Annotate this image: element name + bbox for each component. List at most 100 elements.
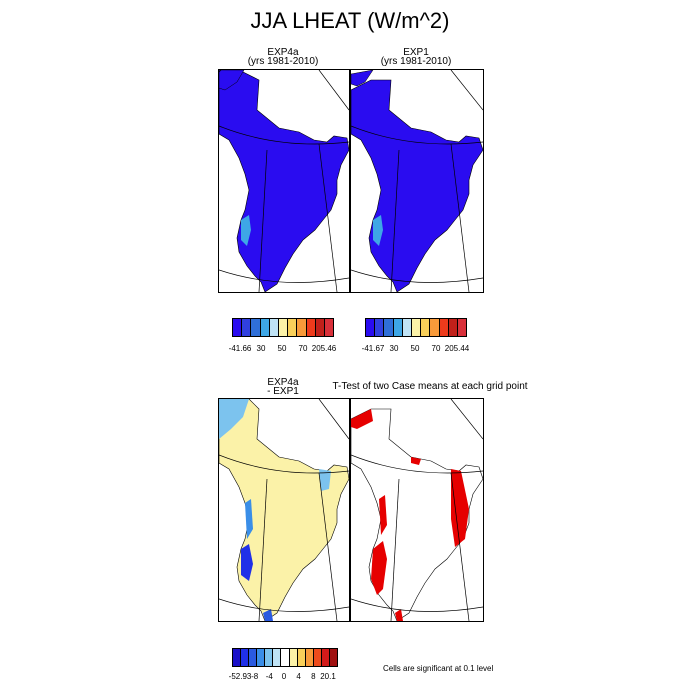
colorbar-swatch (375, 319, 385, 336)
significance-note: Cells are significant at 0.1 level (383, 664, 494, 673)
colorbar-swatch (366, 319, 376, 336)
colorbar-tick-label: 50 (410, 344, 420, 353)
colorbar-tick-label: -4 (265, 672, 273, 681)
gridline (450, 399, 483, 440)
gridline (351, 598, 483, 612)
colorbar-swatch (257, 649, 266, 666)
panel-diff-map (218, 398, 350, 622)
exp4a-map-svg (219, 70, 349, 292)
gridline (390, 149, 400, 292)
gridline (390, 478, 400, 621)
panel2-subtitle: (yrs 1981-2010) (380, 56, 452, 67)
colorbar-tick-label: 205.46 (311, 344, 337, 353)
gridline (219, 598, 349, 612)
greenland-land (219, 399, 349, 621)
significant-cells (371, 541, 387, 595)
gridline (219, 125, 349, 145)
panel1-subtitle: (yrs 1981-2010) (247, 56, 319, 67)
colorbar-swatch (439, 319, 449, 336)
colorbar-tick-label: 70 (298, 344, 308, 353)
colorbar-swatch (273, 649, 282, 666)
panel-exp4a-map (218, 69, 350, 293)
colorbar-exp1 (365, 318, 467, 337)
gridline (219, 269, 349, 283)
gridline (450, 70, 483, 111)
colorbar-tick-label: 50 (277, 344, 287, 353)
colorbar-swatch (242, 319, 252, 336)
colorbar-swatch (260, 319, 270, 336)
panel2-title: EXP1 (403, 47, 429, 58)
greenland-land (219, 70, 349, 292)
diff-map-svg (219, 399, 349, 621)
significant-cells (379, 495, 387, 535)
colorbar-tick-label: -41.67 (361, 344, 385, 353)
panel4-title: T-Test of two Case means at each grid po… (332, 381, 528, 392)
panel-ttest-map (350, 398, 484, 622)
colorbar-swatch (329, 649, 338, 666)
gridline (450, 143, 470, 292)
panel-exp1-map (350, 69, 484, 293)
figure-title: JJA LHEAT (W/m^2) (250, 8, 450, 33)
ne-island (351, 70, 374, 87)
colorbar-swatch (306, 319, 316, 336)
colorbar-swatch (278, 319, 289, 336)
gridline (351, 125, 483, 145)
colorbar-tick-label: 70 (431, 344, 441, 353)
ttest-map-svg (351, 399, 483, 621)
colorbar-swatch (402, 319, 412, 336)
colorbar-exp4a (232, 318, 334, 337)
colorbar-swatch (297, 319, 307, 336)
ne-island (219, 70, 245, 91)
gridline (318, 472, 338, 621)
gridline (219, 70, 222, 73)
panel3-subtitle: - EXP1 (267, 386, 299, 397)
colorbar-tick-label: 20.1 (320, 672, 336, 681)
colorbar-tick-label: 30 (389, 344, 399, 353)
greenland-coast-light (241, 215, 251, 246)
colorbar-swatch (269, 319, 279, 336)
colorbar-tick-label: 30 (256, 344, 266, 353)
colorbar-swatch (288, 319, 298, 336)
greenland-coast-light (373, 215, 383, 246)
colorbar-tick-label: 205.44 (444, 344, 470, 353)
colorbar-swatch (241, 649, 250, 666)
gridline (351, 269, 483, 283)
colorbar-swatch (430, 319, 440, 336)
significant-cells (451, 469, 469, 547)
diff-blue-patch (219, 399, 249, 439)
colorbar-swatch (289, 649, 298, 666)
colorbar-tick-label: -8 (251, 672, 259, 681)
gridline (258, 149, 268, 292)
colorbar-swatch (305, 649, 314, 666)
exp1-map-svg (351, 70, 483, 292)
colorbar-swatch (313, 649, 322, 666)
colorbar-swatch (233, 319, 243, 336)
diff-blue-patch (245, 499, 253, 539)
colorbar-swatch (315, 319, 325, 336)
colorbar-tick-label: -52.93 (228, 672, 252, 681)
colorbar-swatch (457, 319, 467, 336)
colorbar-tick-label: 4 (296, 672, 301, 681)
colorbar-tick-label: 0 (281, 672, 287, 681)
gridline (318, 70, 349, 111)
colorbar-swatch (281, 649, 290, 666)
diff-blue-patch (319, 469, 331, 491)
panel3-title: EXP4a (267, 377, 299, 388)
gridline (318, 399, 349, 440)
colorbar-swatch (249, 649, 258, 666)
colorbar-swatch (324, 319, 334, 336)
colorbar-swatch (393, 319, 403, 336)
colorbar-tick-label: 8 (311, 672, 316, 681)
colorbar-diff (232, 648, 338, 667)
gridline (351, 454, 483, 474)
gridline (450, 472, 470, 621)
colorbar-swatch (421, 319, 431, 336)
gridline (219, 454, 349, 474)
colorbar-swatch (297, 649, 306, 666)
gridline (318, 143, 338, 292)
colorbar-tick-label: -41.66 (228, 344, 252, 353)
diff-blue-patch (241, 544, 253, 581)
greenland-land (351, 79, 483, 292)
significant-cells (395, 609, 403, 621)
significant-cells (411, 457, 421, 465)
